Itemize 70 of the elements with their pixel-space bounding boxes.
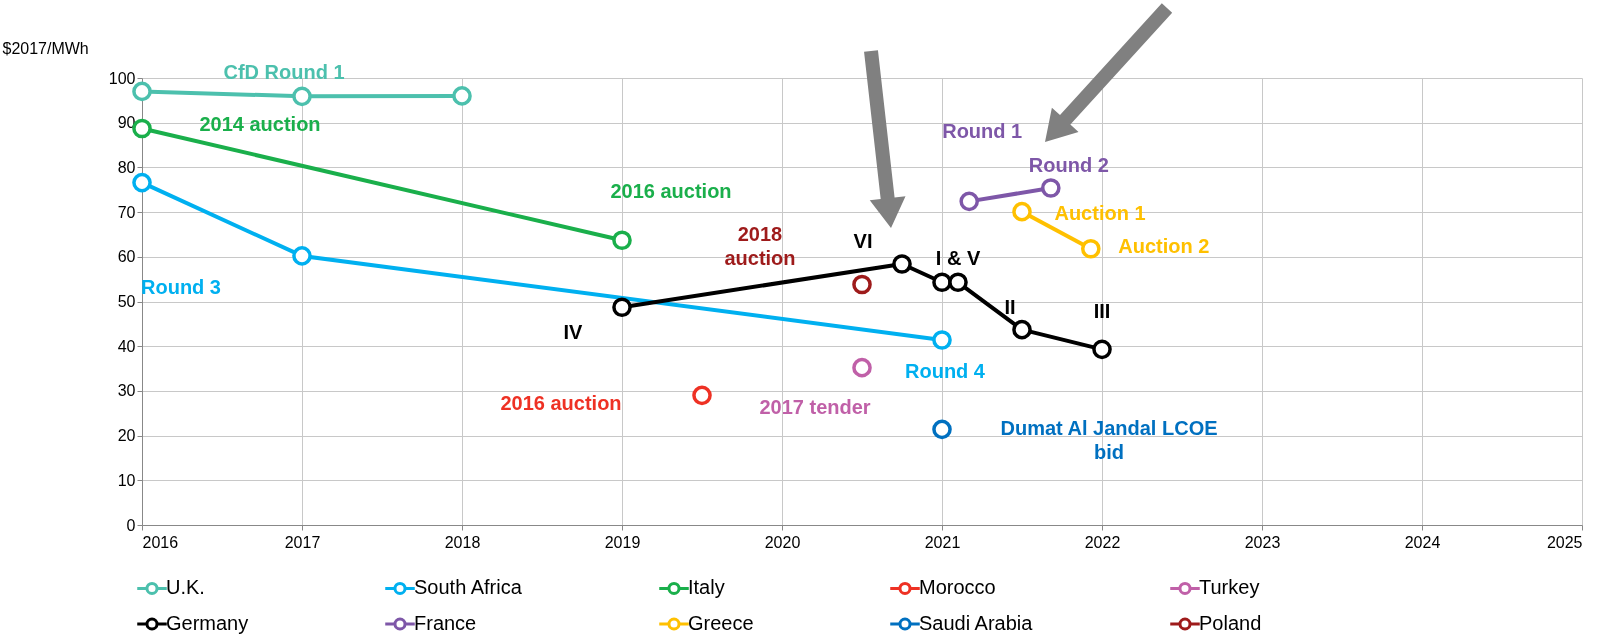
x-tick-label: 2022 (1084, 533, 1121, 551)
legend-label: Poland (1199, 612, 1262, 634)
y-tick-label: 50 (117, 293, 136, 310)
annotation: 2017 tender (759, 395, 871, 418)
y-axis-title: $2017/MWh (2, 39, 89, 57)
y-tick-label: 40 (117, 337, 136, 355)
annotation: 2014 auction (199, 112, 321, 135)
point (932, 272, 952, 293)
point (1080, 238, 1101, 259)
point (932, 330, 952, 350)
annotation: I & V (935, 247, 981, 270)
point (1012, 201, 1032, 222)
annotation: Round 1 (942, 120, 1023, 143)
point (932, 419, 952, 440)
annotation: Round 2 (1028, 153, 1109, 176)
annotation: 2016 auction (610, 180, 732, 203)
point (852, 357, 872, 378)
y-tick-label: 100 (108, 69, 136, 87)
point (1040, 178, 1061, 198)
point (892, 254, 912, 274)
point (612, 230, 632, 251)
annotation: CfD Round 1 (223, 61, 345, 84)
point (292, 246, 312, 266)
annotation: 2018 auction (724, 223, 796, 269)
y-tick-label: 30 (117, 382, 136, 400)
annotation: VI (853, 229, 873, 252)
point (852, 274, 872, 295)
x-tick-label: 2019 (604, 533, 641, 551)
point (292, 86, 312, 107)
point (948, 272, 968, 293)
x-tick-label: 2025 (1546, 533, 1583, 551)
point (452, 86, 472, 106)
annotation: IV (563, 321, 584, 344)
legend-label: U.K. (166, 576, 205, 599)
x-tick-label: 2024 (1404, 533, 1441, 551)
point (692, 385, 712, 406)
x-tick-label: 2020 (764, 533, 801, 551)
annotation: 2016 auction (500, 392, 622, 414)
point (959, 191, 980, 212)
legend-label: Greece (688, 612, 754, 634)
y-tick-label: 70 (117, 203, 136, 221)
x-tick-label: 2021 (924, 533, 961, 551)
point (1092, 339, 1112, 360)
annotation: Round 3 (141, 276, 221, 298)
legend-label: Morocco (919, 576, 996, 599)
annotation: Dumat Al Jandal LCOE bid (1000, 417, 1218, 463)
y-tick-label: 10 (117, 471, 136, 489)
x-tick-label: 2016 (142, 533, 179, 551)
point (612, 297, 632, 318)
y-tick-label: 80 (117, 158, 136, 176)
y-tick-label: 60 (117, 248, 136, 266)
x-tick-label: 2023 (1244, 533, 1281, 551)
x-tick-label: 2017 (284, 533, 321, 551)
annotation: III (1093, 300, 1111, 323)
y-tick-label: 20 (117, 427, 136, 445)
x-tick-label: 2018 (444, 533, 481, 551)
legend-label: France (414, 612, 477, 634)
legend-label: Saudi Arabia (919, 612, 1034, 634)
annotation: Auction 1 (1054, 201, 1146, 224)
y-tick-label: 0 (126, 516, 136, 534)
legend-label: Italy (688, 576, 725, 599)
annotation: Auction 2 (1118, 234, 1210, 257)
point (1012, 319, 1032, 340)
annotation: Round 4 (905, 359, 986, 382)
point (132, 172, 152, 193)
annotation: II (1004, 295, 1016, 318)
y-tick-label: 90 (117, 114, 136, 132)
legend-label: Germany (166, 612, 249, 634)
legend-label: South Africa (414, 576, 523, 599)
legend-label: Turkey (1199, 576, 1260, 599)
